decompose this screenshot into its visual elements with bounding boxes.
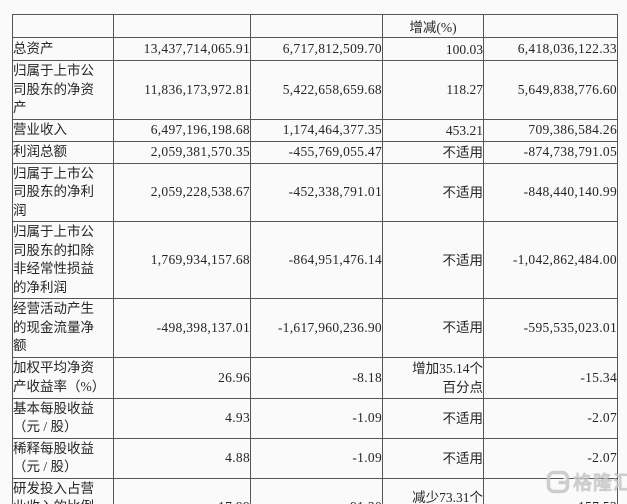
current-period-value-cell: 11,836,173,972.81 xyxy=(113,60,251,120)
prior-period-value-cell: -1.09 xyxy=(250,437,383,479)
current-period-value-cell: 6,497,196,198.68 xyxy=(113,118,251,142)
change-pct-cell: 不适用 xyxy=(382,437,484,479)
row-label-cell: 研发投入占营 业收入的比例 （%） xyxy=(12,477,114,504)
table-row: 利润总额 2,059,381,570.35 -455,769,055.47 不适用 -8… xyxy=(12,140,618,164)
table-row: 研发投入占营 业收入的比例 （%）17.9991.30减少73.31个 百分点1… xyxy=(12,477,618,504)
current-period-value-cell: 2,059,228,538.67 xyxy=(113,162,251,222)
table-row: 总资产 13,437,714,065.91 6,717,812,509.70 100.… xyxy=(12,37,618,61)
other-period-value-cell: -595,535,023.01 xyxy=(483,298,618,358)
change-pct-cell: 不适用 xyxy=(382,298,484,358)
header-cell-empty-prior xyxy=(250,14,383,38)
prior-period-value-cell: -8.18 xyxy=(250,356,383,399)
other-period-value-cell: -15.34 xyxy=(483,356,618,399)
table-row: 加权平均净资 产收益率（%） 26.96 -8.18 增加35.14个 百分点 -15.… xyxy=(12,356,618,399)
row-label-cell: 利润总额 xyxy=(12,140,114,164)
table-row: 归属于上市公 司股东的净利 润 2,059,228,538.67 -452,338,… xyxy=(12,162,618,222)
table-row: 基本每股收益 （元 / 股） 4.93 -1.09 不适用 -2.07 xyxy=(12,397,618,439)
row-label-cell: 稀释每股收益 （元 / 股） xyxy=(12,437,114,479)
prior-period-value-cell: -455,769,055.47 xyxy=(250,140,383,164)
table-row: 营业收入 6,497,196,198.68 1,174,464,377.35 453.… xyxy=(12,118,618,142)
other-period-value-cell: -874,738,791.05 xyxy=(483,140,618,164)
change-column-header: 增减(%) xyxy=(382,14,484,38)
prior-period-value-cell: -864,951,476.14 xyxy=(250,221,383,299)
row-label-cell: 归属于上市公 司股东的净利 润 xyxy=(12,162,114,222)
header-cell-empty-label xyxy=(12,14,114,38)
current-period-value-cell: 4.88 xyxy=(113,437,251,479)
current-period-value-cell: 17.99 xyxy=(113,477,251,504)
change-pct-cell: 不适用 xyxy=(382,221,484,299)
prior-period-value-cell: 1,174,464,377.35 xyxy=(250,118,383,142)
prior-period-value-cell: 5,422,658,659.68 xyxy=(250,60,383,120)
row-label-cell: 加权平均净资 产收益率（%） xyxy=(12,356,114,399)
row-label-cell: 基本每股收益 （元 / 股） xyxy=(12,397,114,439)
gelonghui-logo-icon xyxy=(546,470,570,494)
prior-period-value-cell: 91.30 xyxy=(250,477,383,504)
row-label-cell: 总资产 xyxy=(12,37,114,61)
other-period-value-cell: -848,440,140.99 xyxy=(483,162,618,222)
change-pct-cell: 不适用 xyxy=(382,162,484,222)
other-period-value-cell: -2.07 xyxy=(483,397,618,439)
change-pct-cell: 减少73.31个 百分点 xyxy=(382,477,484,504)
current-period-value-cell: 26.96 xyxy=(113,356,251,399)
change-pct-cell: 453.21 xyxy=(382,118,484,142)
change-pct-cell: 118.27 xyxy=(382,60,484,120)
current-period-value-cell: -498,398,137.01 xyxy=(113,298,251,358)
other-period-value-cell: -1,042,862,484.00 xyxy=(483,221,618,299)
table-row: 归属于上市公 司股东的扣除 非经常性损益 的净利润 1,769,934,157.6… xyxy=(12,221,618,299)
change-pct-cell: 增加35.14个 百分点 xyxy=(382,356,484,399)
row-label-cell: 归属于上市公 司股东的扣除 非经常性损益 的净利润 xyxy=(12,221,114,299)
gelonghui-watermark: 格隆汇 xyxy=(546,468,627,495)
prior-period-value-cell: -452,338,791.01 xyxy=(250,162,383,222)
other-period-value-cell: 5,649,838,776.60 xyxy=(483,60,618,120)
row-label-cell: 归属于上市公 司股东的净资 产 xyxy=(12,60,114,120)
other-period-value-cell: 6,418,036,122.33 xyxy=(483,37,618,61)
table-row: 稀释每股收益 （元 / 股） 4.88 -1.09 不适用 -2.07 xyxy=(12,437,618,479)
row-label-cell: 营业收入 xyxy=(12,118,114,142)
prior-period-value-cell: -1,617,960,236.90 xyxy=(250,298,383,358)
prior-period-value-cell: 6,717,812,509.70 xyxy=(250,37,383,61)
prior-period-value-cell: -1.09 xyxy=(250,397,383,439)
table-row: 归属于上市公 司股东的净资 产 11,836,173,972.81 5,422,65… xyxy=(12,60,618,120)
current-period-value-cell: 4.93 xyxy=(113,397,251,439)
row-label-cell: 经营活动产生 的现金流量净 额 xyxy=(12,298,114,358)
change-pct-cell: 不适用 xyxy=(382,140,484,164)
table-row: 经营活动产生 的现金流量净 额 -498,398,137.01 -1,617,960… xyxy=(12,298,618,358)
header-cell-empty-other xyxy=(483,14,618,38)
other-period-value-cell: 709,386,584.26 xyxy=(483,118,618,142)
financial-summary-table: 增减(%) 总资产 13,437,714,065.91 6,717,812,509.… xyxy=(12,14,618,504)
change-pct-cell: 100.03 xyxy=(382,37,484,61)
current-period-value-cell: 2,059,381,570.35 xyxy=(113,140,251,164)
header-cell-empty-current xyxy=(113,14,251,38)
table-header-row: 增减(%) xyxy=(12,14,618,38)
change-pct-cell: 不适用 xyxy=(382,397,484,439)
current-period-value-cell: 13,437,714,065.91 xyxy=(113,37,251,61)
watermark-text: 格隆汇 xyxy=(573,473,627,494)
current-period-value-cell: 1,769,934,157.68 xyxy=(113,221,251,299)
